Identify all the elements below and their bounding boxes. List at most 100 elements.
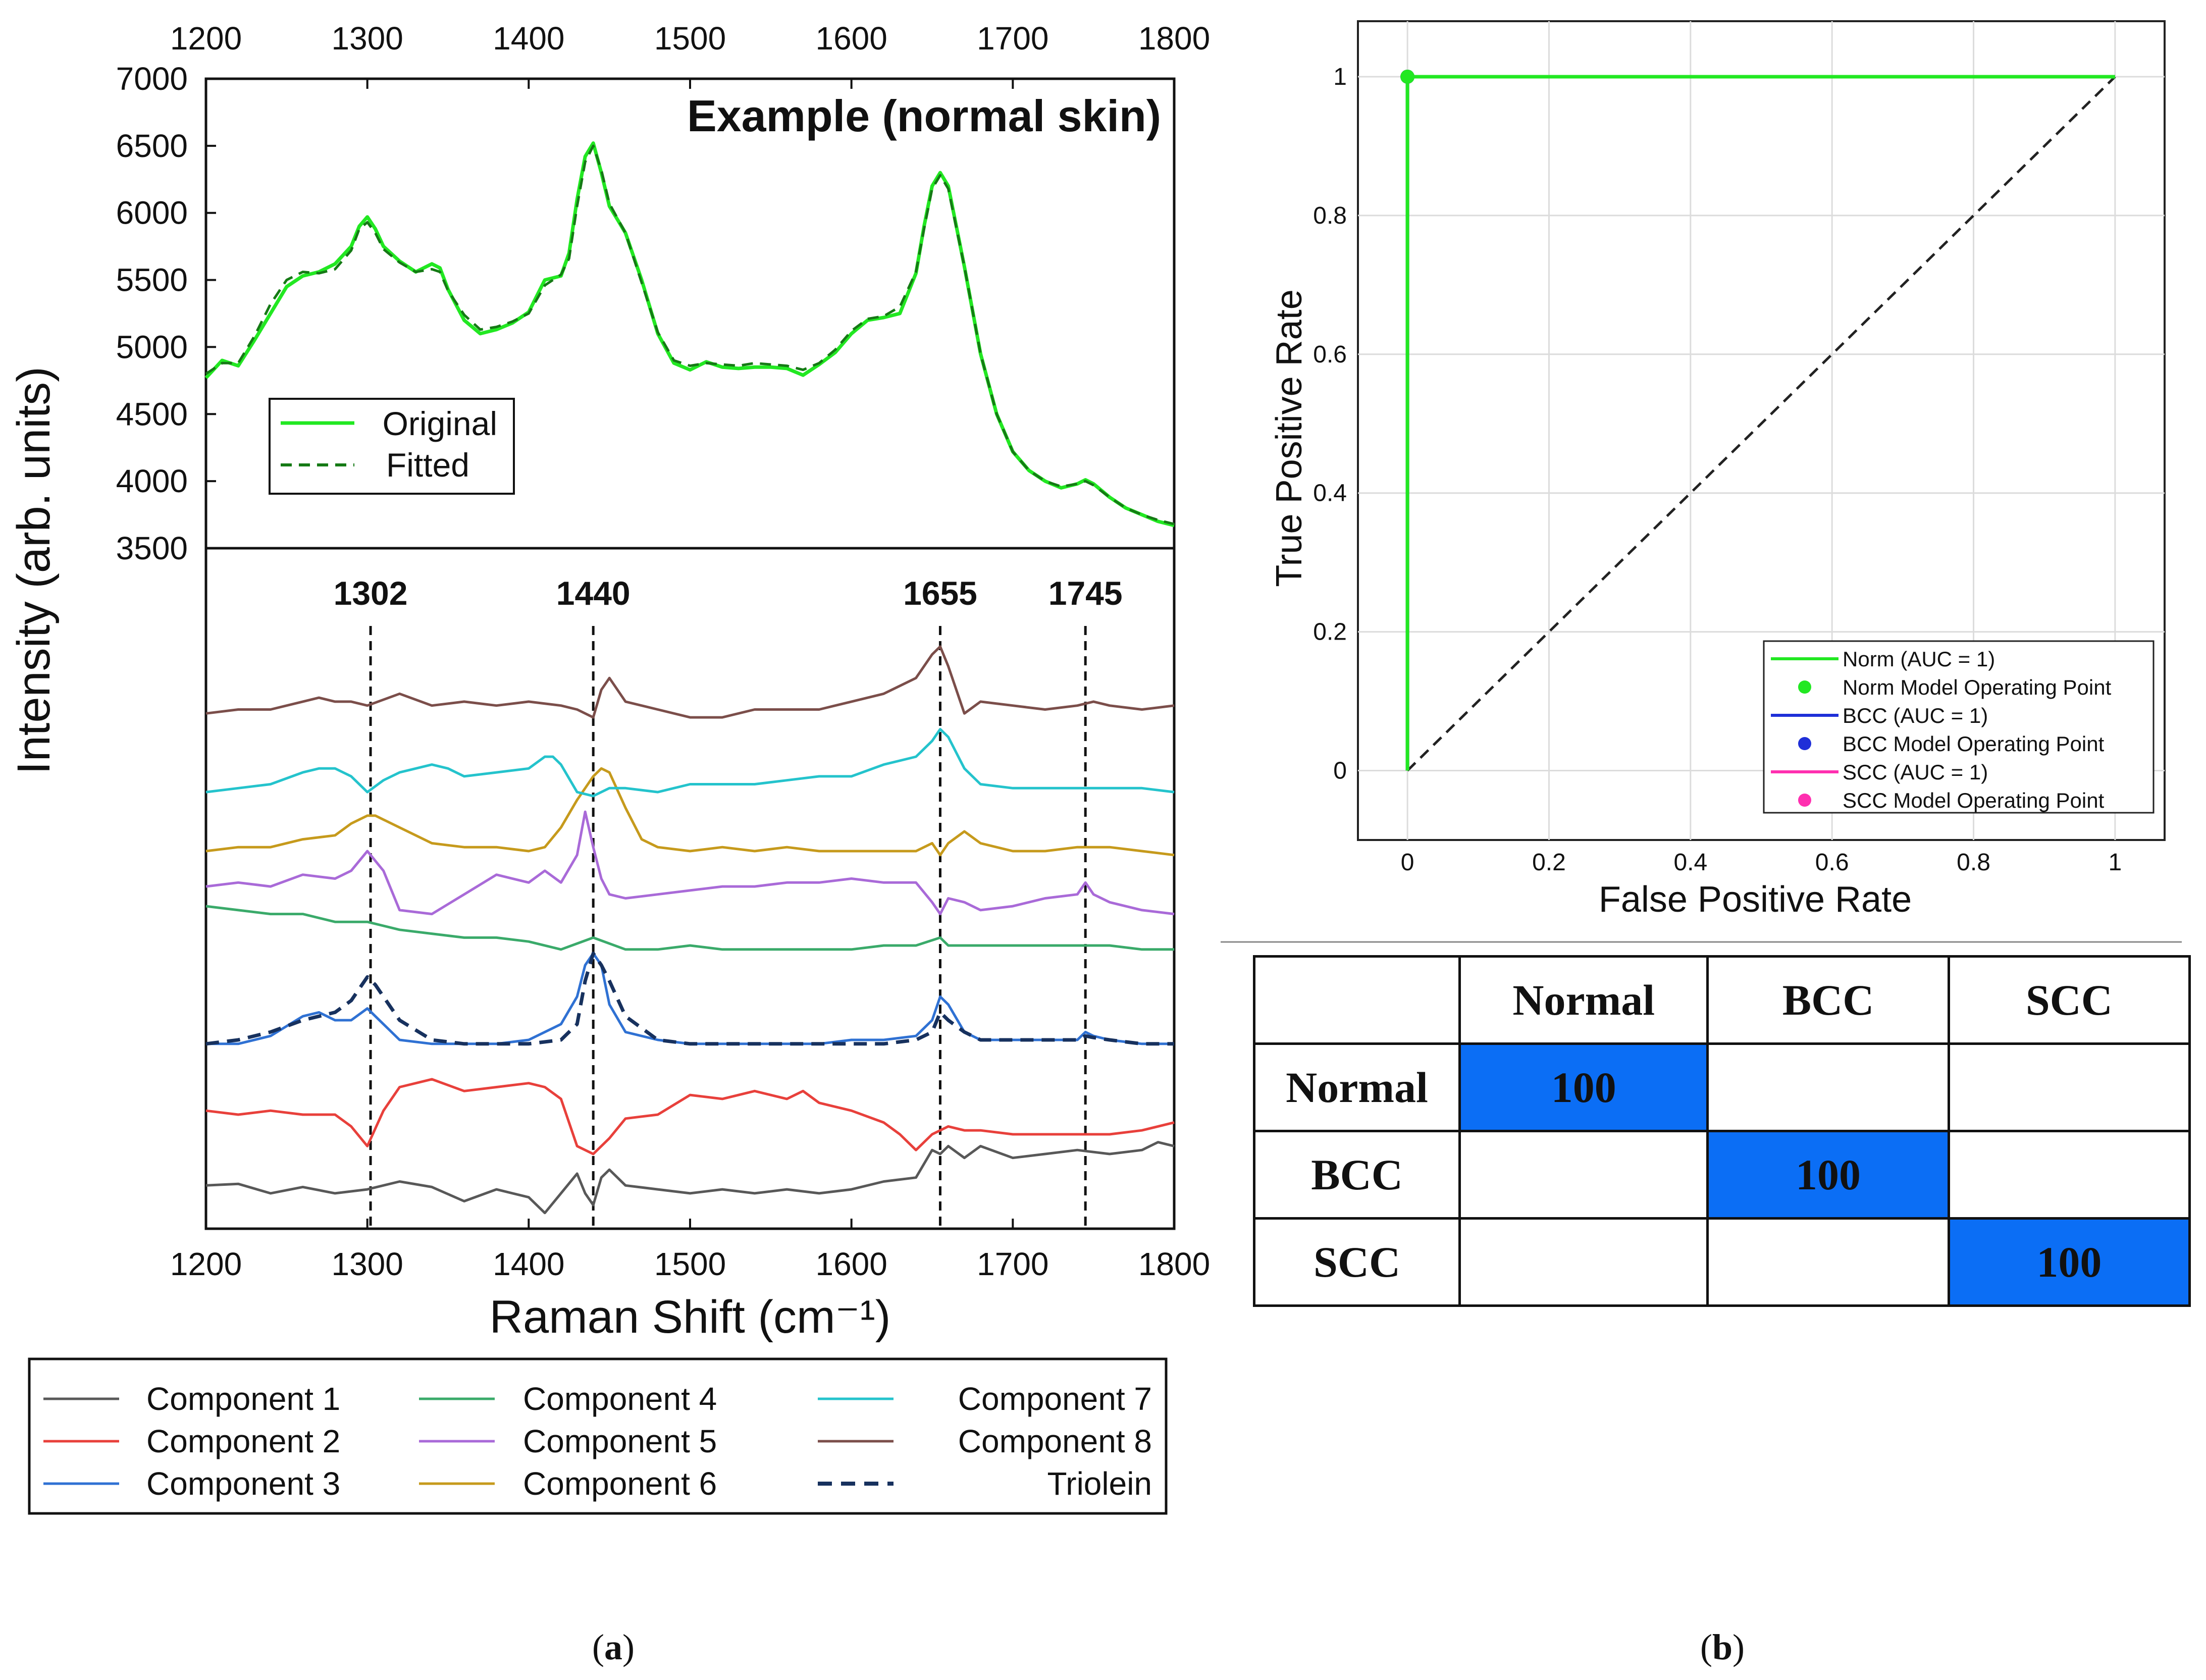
- top-x-tick-label: 1800: [1138, 20, 1210, 57]
- y-tick-label: 4500: [116, 396, 188, 432]
- series-component-7: [205, 727, 1175, 798]
- components-legend: Component 1 Component 2 Component 3 Compone…: [28, 1357, 1168, 1515]
- roc-legend-label-scc-auc-1: SCC (AUC = 1): [1843, 760, 1988, 784]
- cell-scc-normal: [1458, 1217, 1709, 1307]
- legend-label-triolein: Triolein: [1047, 1465, 1152, 1502]
- y-tick-label: 3500: [116, 530, 188, 566]
- peak-label-1440: 1440: [556, 574, 631, 612]
- series-component-6: [205, 767, 1175, 857]
- series-component-5: [205, 810, 1175, 916]
- legend-label-component-7: Component 7: [958, 1381, 1152, 1417]
- top-legend: Original Fitted: [269, 398, 515, 495]
- bottom-x-tick-label: 1400: [493, 1246, 564, 1282]
- roc-y-axis-label: True Positive Rate: [1269, 289, 1309, 587]
- roc-x-tick-label: 0.2: [1532, 849, 1566, 876]
- corner-cell: [1252, 955, 1461, 1045]
- y-tick-label: 7000: [116, 61, 188, 97]
- roc-legend-label-scc-model-operating-point: SCC Model Operating Point: [1843, 789, 2105, 812]
- roc-legend-dot-norm-model-operating-point: [1798, 680, 1811, 694]
- bottom-x-tick-label: 1700: [977, 1246, 1048, 1282]
- peak-label-1745: 1745: [1048, 574, 1123, 612]
- bottom-x-tick-label: 1800: [1138, 1246, 1210, 1282]
- col-header-bcc: BCC: [1706, 955, 1950, 1045]
- chart-title: Example (normal skin): [687, 91, 1161, 141]
- roc-chart: 0 0.2 0.4 0.6 0.8 1 0 0.2 0.4 0.6 0.8 1 False Posit…: [1269, 20, 2166, 920]
- roc-y-tick-label: 0: [1333, 758, 1347, 784]
- col-header-normal: Normal: [1458, 955, 1709, 1045]
- x-axis-label: Raman Shift (cm⁻¹): [490, 1291, 891, 1343]
- series-component-4: [205, 905, 1174, 951]
- top-x-tick-label: 1700: [977, 20, 1048, 57]
- series-component-8: [205, 645, 1175, 719]
- top-x-tick-label: 1300: [331, 20, 403, 57]
- roc-x-tick-label: 0.8: [1957, 849, 1990, 876]
- roc-y-tick-label: 0.6: [1313, 341, 1347, 368]
- row-header-scc: SCC: [1252, 1217, 1461, 1307]
- roc-legend-label-bcc-auc-1: BCC (AUC = 1): [1843, 704, 1988, 727]
- roc-y-tick-label: 0.8: [1313, 202, 1347, 229]
- cell-scc-scc: 100: [1947, 1217, 2191, 1307]
- top-x-tick-label: 1200: [170, 20, 242, 57]
- legend-label-component-1: Component 1: [146, 1381, 340, 1417]
- y-tick-label: 6000: [116, 195, 188, 231]
- series-component-1: [205, 1141, 1175, 1215]
- roc-y-tick-label: 1: [1333, 64, 1347, 90]
- roc-x-tick-label: 0: [1401, 849, 1414, 876]
- spectrum-fit-chart: 1200 1300 1400 1500 1600 1700 1800 3500 4000 450…: [116, 20, 1211, 566]
- series-component-2: [205, 1078, 1175, 1156]
- table-row: BCC 100: [1252, 1130, 2191, 1220]
- y-tick-label: 5500: [116, 262, 188, 298]
- top-legend-box: [269, 398, 515, 495]
- row-header-bcc: BCC: [1252, 1130, 1461, 1220]
- bottom-x-tick-label: 1600: [815, 1246, 887, 1282]
- table-row: SCC 100: [1252, 1217, 2191, 1307]
- cell-bcc-normal: [1458, 1130, 1709, 1220]
- roc-legend-dot-scc-model-operating-point: [1798, 794, 1811, 807]
- table-row: Normal 100: [1252, 1042, 2191, 1132]
- legend-original-label: Original: [383, 405, 497, 442]
- cell-normal-normal: 100: [1458, 1042, 1709, 1132]
- components-legend-box: [28, 1357, 1168, 1515]
- legend-label-component-2: Component 2: [146, 1423, 340, 1459]
- roc-legend-label-norm-auc-1: Norm (AUC = 1): [1843, 647, 1995, 671]
- series-triolein: [205, 952, 1174, 1046]
- col-header-scc: SCC: [1947, 955, 2191, 1045]
- y-axis-label: Intensity (arb. units): [8, 366, 60, 774]
- y-tick-label: 5000: [116, 329, 188, 365]
- top-x-tick-label: 1400: [493, 20, 564, 57]
- table-header-row: Normal BCC SCC: [1252, 955, 2191, 1045]
- caption-b: (b): [1700, 1627, 1745, 1667]
- legend-label-component-8: Component 8: [958, 1423, 1152, 1459]
- caption-a: (a): [592, 1627, 635, 1667]
- legend-fitted-label: Fitted: [386, 446, 469, 484]
- roc-legend-box: [1763, 640, 2155, 814]
- series-fitted: [205, 144, 1175, 526]
- legend-label-component-3: Component 3: [146, 1465, 340, 1502]
- cell-bcc-scc: [1947, 1130, 2191, 1220]
- confusion-matrix: Normal BCC SCC Normal 100 BCC 100 SCC 10…: [1252, 955, 2191, 1307]
- bottom-x-tick-label: 1200: [170, 1246, 242, 1282]
- top-x-tick-label: 1600: [815, 20, 887, 57]
- components-chart: 1200 1300 1400 1500 1600 1700 1800 1302 1440 165…: [170, 547, 1210, 1282]
- roc-legend-label-norm-model-operating-point: Norm Model Operating Point: [1843, 675, 2112, 699]
- legend-label-component-6: Component 6: [523, 1465, 717, 1502]
- legend-label-component-5: Component 5: [523, 1423, 717, 1459]
- bottom-x-tick-label: 1300: [331, 1246, 403, 1282]
- roc-curve-chance: [1406, 76, 2116, 772]
- roc-legend-label-bcc-model-operating-point: BCC Model Operating Point: [1843, 732, 2105, 756]
- roc-x-tick-label: 0.4: [1673, 849, 1707, 876]
- top-x-tick-label: 1500: [654, 20, 726, 57]
- roc-legend: Norm (AUC = 1) Norm Model Operating Point…: [1763, 640, 2155, 814]
- y-tick-label: 4000: [116, 463, 188, 499]
- roc-y-tick-label: 0.2: [1313, 619, 1347, 646]
- peak-label-1655: 1655: [903, 574, 977, 612]
- cell-bcc-bcc: 100: [1706, 1130, 1950, 1220]
- row-header-normal: Normal: [1252, 1042, 1461, 1132]
- cell-normal-scc: [1947, 1042, 2191, 1132]
- bottom-x-tick-label: 1500: [654, 1246, 726, 1282]
- series-component-3: [206, 952, 1174, 1045]
- roc-point-norm-model-operating-point: [1400, 69, 1415, 84]
- roc-legend-dot-bcc-model-operating-point: [1798, 737, 1811, 750]
- cell-normal-bcc: [1706, 1042, 1950, 1132]
